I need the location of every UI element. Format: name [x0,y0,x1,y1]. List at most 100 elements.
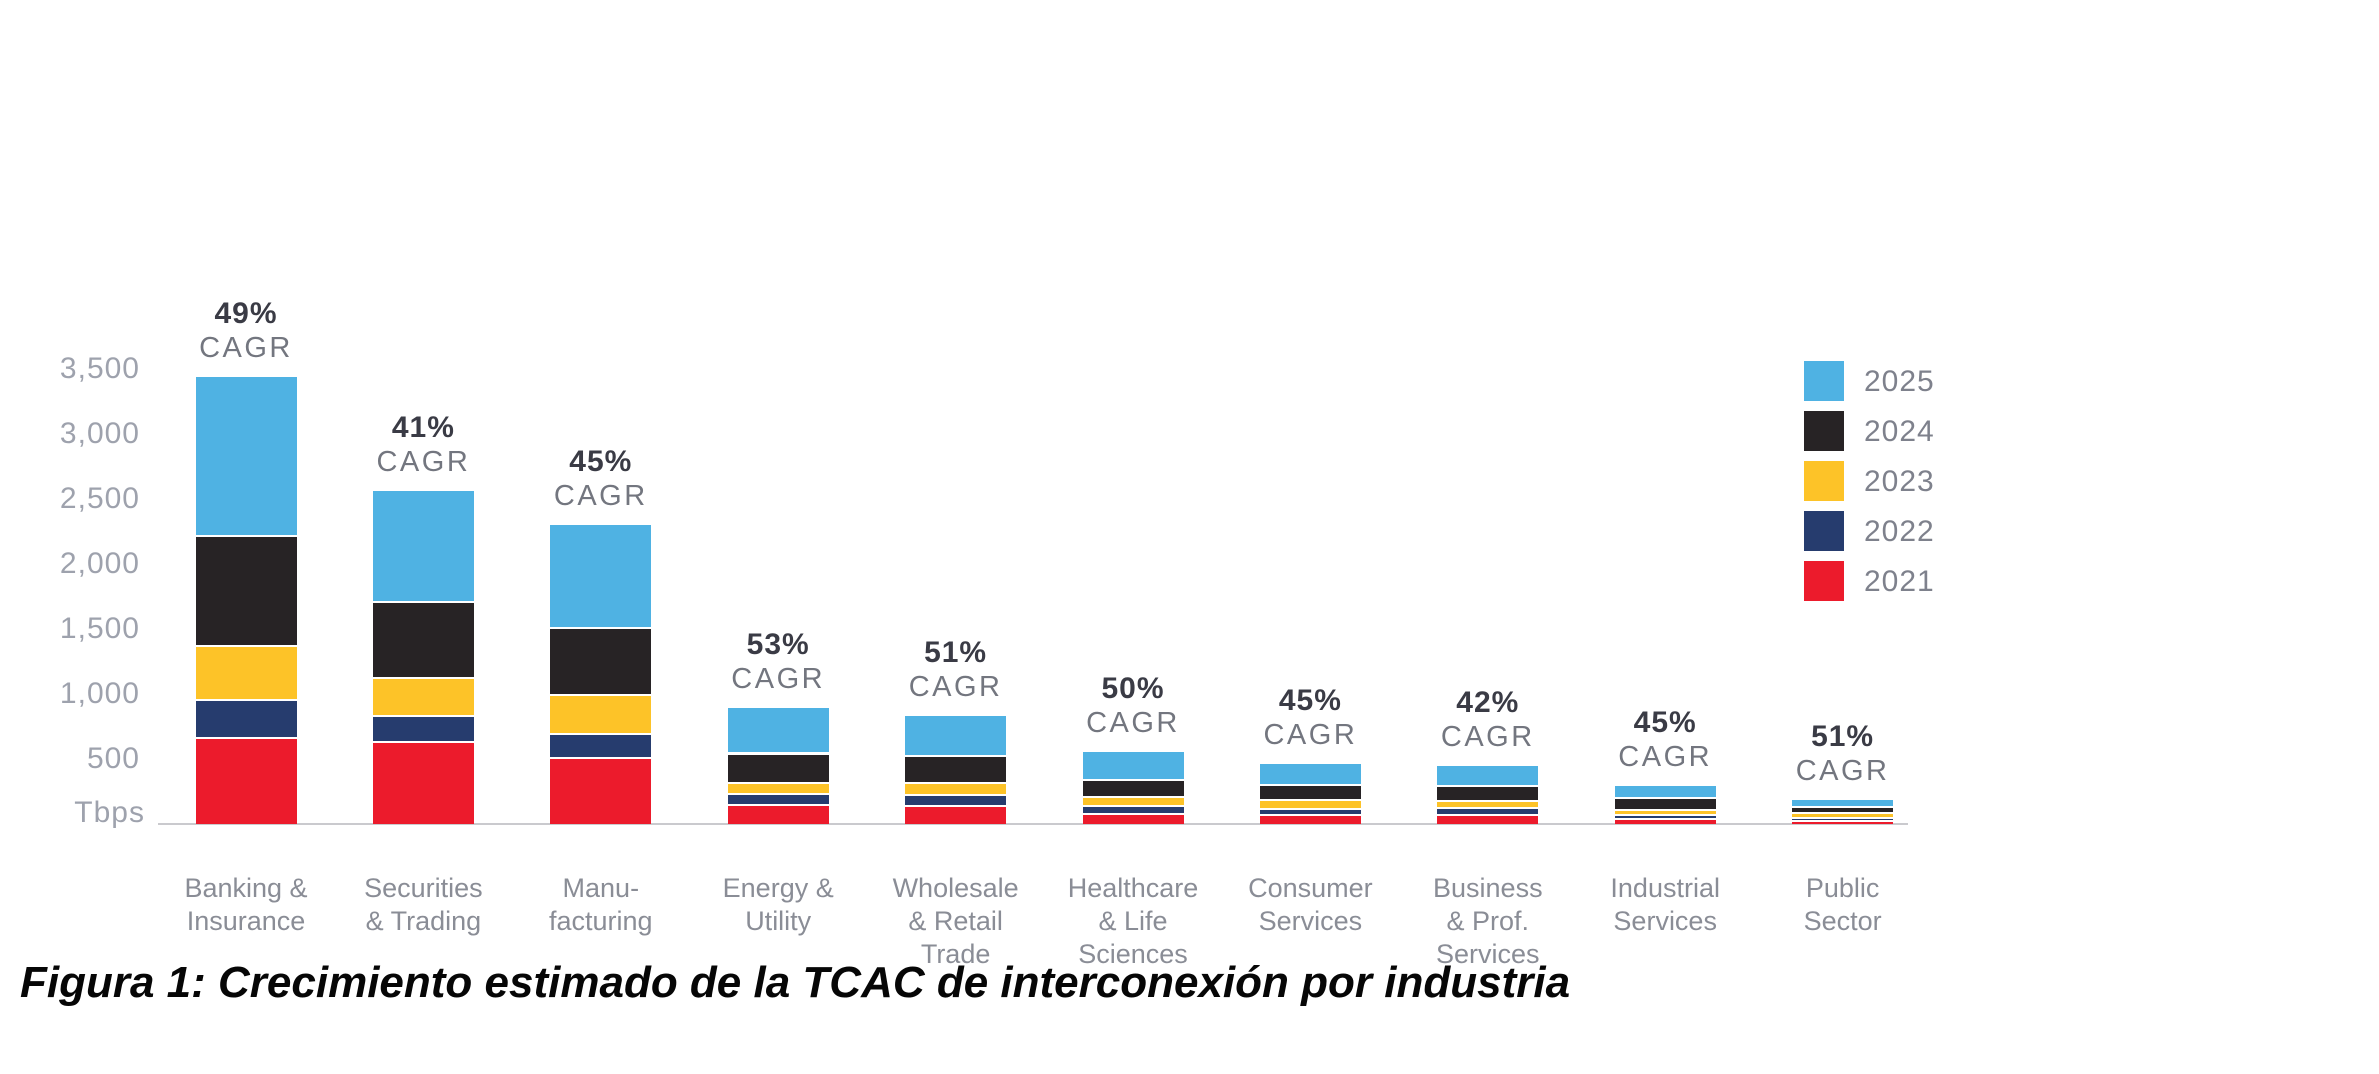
category-label: Manu-facturing [511,872,691,938]
bar-segment-2023 [727,781,829,793]
bar-segment-2024 [1614,796,1716,810]
cagr-label: 50% CAGR [1023,672,1243,740]
category-label-line: & Trading [365,906,482,936]
cagr-percent: 51% [924,636,988,670]
category-label-line: Trade [920,939,991,969]
x-axis-line [158,823,1908,825]
y-axis-unit-label: Tbps [74,796,145,829]
cagr-label: 45% CAGR [491,445,711,513]
cagr-percent: 51% [1811,719,1875,753]
category-label-line: Banking & [184,873,308,903]
bar-segment-2023 [195,644,297,700]
category-label: Wholesale & Retail Trade [866,872,1046,971]
bar-segment-2024 [1259,784,1361,800]
legend-item-2021: 2021 [1804,561,1935,601]
bar-segment-2022 [1792,816,1894,821]
category-label: Industrial Services [1575,872,1755,938]
bar-segment-2023 [372,677,474,715]
bar-segment-2024 [727,752,829,782]
legend-swatch-2025 [1804,361,1844,401]
category-label-line: Public [1805,873,1880,903]
cagr-label: 53% CAGR [668,628,888,696]
bar-segment-2021 [905,805,1007,824]
cagr-percent: 41% [391,411,455,445]
category-label-line: Sector [1803,906,1882,936]
cagr-label: 51% CAGR [1733,720,1953,788]
category-label-line: Business [1433,873,1543,903]
category-label-line: & Prof. [1446,906,1530,936]
bar-segment-2025 [1437,766,1539,785]
legend-item-2022: 2022 [1804,511,1935,551]
category-label-line: & Retail [908,906,1003,936]
legend-swatch-2022 [1804,511,1844,551]
legend-swatch-2024 [1804,411,1844,451]
cagr-word: CAGR [199,331,293,364]
category-label-line: & Life [1098,906,1168,936]
bar-segment-2021 [1437,814,1539,824]
bar-segment-2022 [372,714,474,741]
cagr-word: CAGR [1263,719,1358,752]
cagr-word: CAGR [553,480,648,512]
bar-segment-2023 [905,782,1007,795]
legend-swatch-2023 [1804,461,1844,501]
category-label-line: Utility [745,906,812,936]
bar-segment-2023 [1614,809,1716,815]
cagr-word: CAGR [908,671,1003,704]
cagr-label: 51% CAGR [846,636,1066,704]
cagr-label: 49% CAGR [136,297,356,365]
cagr-label: 45% CAGR [1555,706,1775,774]
cagr-word: CAGR [1795,754,1890,787]
bar-segment-2025 [1082,751,1184,780]
cagr-word: CAGR [376,446,471,479]
bar-segment-2025 [905,716,1007,756]
bar-segment-2021 [1792,820,1894,824]
category-label-line: Sciences [1078,939,1188,969]
cagr-word: CAGR [1086,706,1180,739]
legend-item-2024: 2024 [1804,411,1935,451]
cagr-label: 42% CAGR [1378,686,1598,754]
bar-segment-2022 [1259,808,1361,815]
cagr-label: 41% CAGR [313,411,533,479]
bar-segment-2021 [195,736,297,824]
bar-segment-2022 [550,733,652,758]
legend-label: 2022 [1864,515,1935,548]
bar-segment-2025 [1614,785,1716,797]
cagr-word: CAGR [1440,721,1535,754]
category-label: Securities & Trading [333,872,513,938]
cagr-percent: 50% [1101,671,1165,705]
bar-segment-2024 [1082,779,1184,797]
bar-segment-2022 [727,792,829,804]
y-axis-tick-label: 2,500 [59,482,140,515]
cagr-percent: 53% [746,628,810,662]
bar-segment-2024 [550,627,652,694]
bar-segment-2023 [550,694,652,733]
bar-segment-2022 [1614,814,1716,819]
cagr-percent: 45% [1278,684,1342,718]
legend-label: 2024 [1864,415,1935,448]
y-axis-tick-label: 3,000 [59,417,140,450]
bar-segment-2025 [372,491,474,602]
bar-segment-2022 [1082,805,1184,813]
y-axis-tick-label: 500 [86,742,140,775]
legend-item-2023: 2023 [1804,461,1935,501]
category-label-line: Healthcare [1067,873,1199,903]
y-axis-tick-label: 2,000 [59,547,140,580]
bar-segment-2025 [1259,764,1361,785]
bar-segment-2024 [1437,785,1539,800]
category-label-line: Industrial [1610,873,1720,903]
bar-segment-2024 [905,755,1007,783]
bar-segment-2021 [1259,814,1361,824]
cagr-word: CAGR [731,663,826,696]
cagr-percent: 45% [1633,705,1697,739]
figure-caption: Figura 1: Crecimiento estimado de la TCA… [20,958,1571,1007]
legend-item-2025: 2025 [1804,361,1935,401]
bar-segment-2023 [1259,799,1361,809]
category-label-line: Services [1613,906,1717,936]
cagr-word: CAGR [1618,740,1713,773]
bar-segment-2023 [1082,796,1184,806]
category-label: Business & Prof. Services [1398,872,1578,971]
legend-swatch-2021 [1804,561,1844,601]
bar-segment-2021 [372,740,474,824]
category-label-line: Wholesale [892,873,1019,903]
bar-segment-2021 [1614,818,1716,824]
